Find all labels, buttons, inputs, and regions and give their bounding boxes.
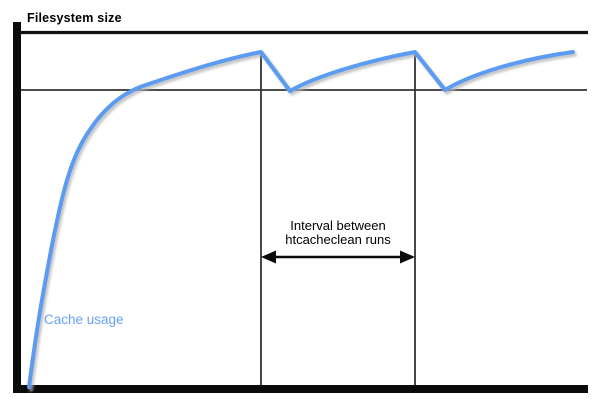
- filesystem-size-label: Filesystem size: [27, 11, 122, 25]
- interval-annotation-line2: htcacheclean runs: [285, 231, 391, 247]
- cache-usage-curve-shadow: [29, 52, 577, 392]
- cache-usage-label: Cache usage: [44, 312, 124, 327]
- y-axis: [13, 22, 21, 393]
- x-axis: [13, 385, 588, 393]
- cache-usage-curve: [27, 50, 575, 389]
- interval-arrow-head-left: [261, 250, 276, 264]
- interval-annotation-line1: Interval between: [290, 218, 386, 233]
- interval-annotation: Interval between htcacheclean runs: [256, 219, 420, 246]
- interval-arrow-head-right: [400, 250, 415, 264]
